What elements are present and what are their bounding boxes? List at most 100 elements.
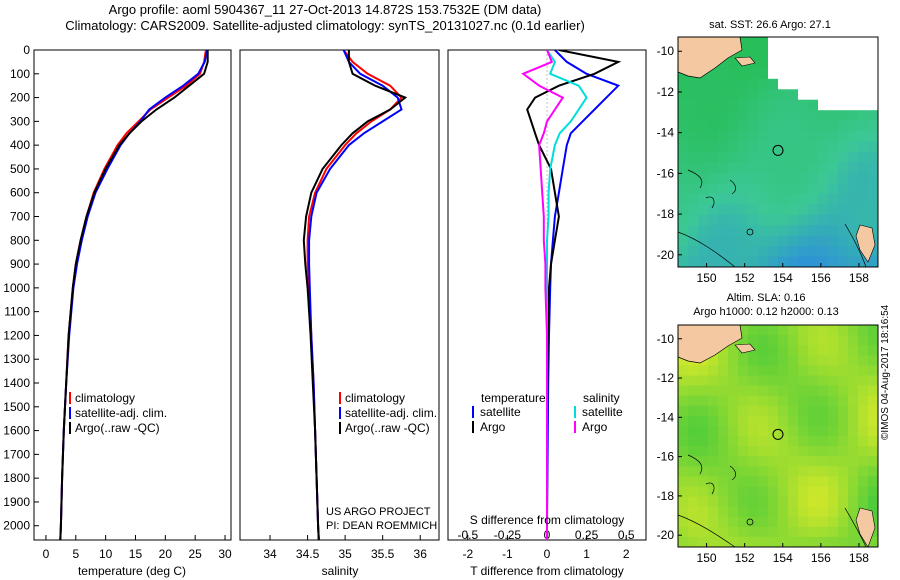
- map-cell: [818, 415, 829, 427]
- map-cell: [848, 89, 859, 101]
- map-cell: [708, 68, 719, 80]
- map-cell: [708, 131, 719, 143]
- map-cell: [838, 214, 849, 226]
- map-cell: [698, 496, 709, 508]
- map-cell: [688, 120, 699, 132]
- x-tick-label: 25: [189, 547, 203, 561]
- map-cell: [748, 355, 759, 366]
- map-cell: [778, 476, 789, 487]
- map-cell: [808, 536, 819, 547]
- map-cell: [768, 345, 779, 356]
- map-cell: [828, 78, 839, 90]
- map-cell: [828, 476, 839, 487]
- map-cell: [718, 256, 729, 267]
- map-cell: [808, 172, 819, 184]
- map-cell: [828, 99, 839, 111]
- map-cell: [728, 235, 739, 247]
- map-cell: [818, 456, 829, 467]
- map-cell: [678, 193, 689, 205]
- map-cell: [758, 405, 769, 417]
- map-cell: [678, 99, 689, 111]
- map-cell: [808, 183, 819, 195]
- temperature-lines: [59, 50, 209, 540]
- map-cell: [838, 47, 849, 59]
- map-cell: [798, 246, 809, 258]
- map-cell: [688, 365, 699, 376]
- map-cell: [788, 89, 799, 101]
- map-cell: [738, 68, 749, 80]
- map-cell: [778, 110, 789, 122]
- map-cell: [758, 141, 769, 153]
- figure-title-line-1: Argo profile: aoml 5904367_11 27-Oct-201…: [108, 2, 542, 17]
- lat-tick-label: -16: [657, 450, 675, 464]
- pi-annotation: PI: DEAN ROEMMICH: [326, 520, 437, 532]
- map-cell: [808, 214, 819, 226]
- map-cell: [798, 365, 809, 376]
- legend-t-satellite-label: satellite: [480, 405, 521, 419]
- island: [734, 56, 756, 67]
- map-cell: [818, 466, 829, 477]
- map-cell: [728, 225, 739, 237]
- map-cell: [798, 141, 809, 153]
- map-cell: [758, 214, 769, 226]
- map-cell: [698, 385, 709, 397]
- map-cell: [808, 225, 819, 237]
- map-cell: [818, 235, 829, 247]
- map-cell: [848, 355, 859, 366]
- map-cell: [678, 89, 689, 101]
- map-cell: [868, 456, 878, 467]
- map-cell: [728, 486, 739, 498]
- map-cell: [708, 141, 719, 153]
- map-cell: [748, 456, 759, 467]
- map-cell: [768, 246, 779, 258]
- map-cell: [708, 204, 719, 216]
- map-cell: [778, 496, 789, 508]
- map-cell: [778, 162, 789, 174]
- map-cell: [778, 385, 789, 397]
- map-cell: [758, 536, 769, 547]
- map-cell: [678, 225, 689, 237]
- map-cell: [688, 375, 699, 387]
- map-cell: [718, 405, 729, 417]
- map-cell: [748, 37, 759, 48]
- map-cell: [858, 172, 869, 184]
- map-cell: [788, 385, 799, 397]
- map-cell: [748, 375, 759, 387]
- map-cell: [798, 536, 809, 547]
- map-cell: [718, 385, 729, 397]
- temperature-legend: climatology satellite-adj. clim. Argo(..…: [69, 391, 167, 435]
- map-cell: [738, 89, 749, 101]
- map-cell: [868, 325, 878, 336]
- map-cell: [788, 193, 799, 205]
- map-cell: [738, 385, 749, 397]
- map-cell: [718, 141, 729, 153]
- map-cell: [798, 204, 809, 216]
- map-cell: [728, 193, 739, 205]
- map-cell: [778, 47, 789, 59]
- map-cell: [688, 526, 699, 538]
- map-cell: [848, 110, 859, 122]
- map-cell: [758, 486, 769, 498]
- x-tick-label: 10: [99, 547, 113, 561]
- depth-tick-label: 200: [10, 91, 30, 105]
- map-cell: [758, 325, 769, 336]
- map-cell: [758, 120, 769, 132]
- x-tick-label: 35: [338, 547, 352, 561]
- map-cell: [798, 172, 809, 184]
- map-cell: [728, 256, 739, 267]
- map-cell: [768, 385, 779, 397]
- depth-tick-label: 1400: [3, 376, 30, 390]
- map-cell: [728, 365, 739, 376]
- legend-satellite-label: satellite-adj. clim.: [75, 406, 167, 420]
- x-tick-label: 34: [263, 547, 277, 561]
- map-cell: [748, 235, 759, 247]
- map-cell: [838, 235, 849, 247]
- map-cell: [718, 204, 729, 216]
- map-cell: [748, 476, 759, 487]
- map-cell: [838, 415, 849, 427]
- map-cell: [728, 446, 739, 457]
- lon-tick-label: 150: [697, 271, 717, 285]
- map-cell: [718, 89, 729, 101]
- map-cell: [698, 425, 709, 437]
- map-cell: [838, 355, 849, 366]
